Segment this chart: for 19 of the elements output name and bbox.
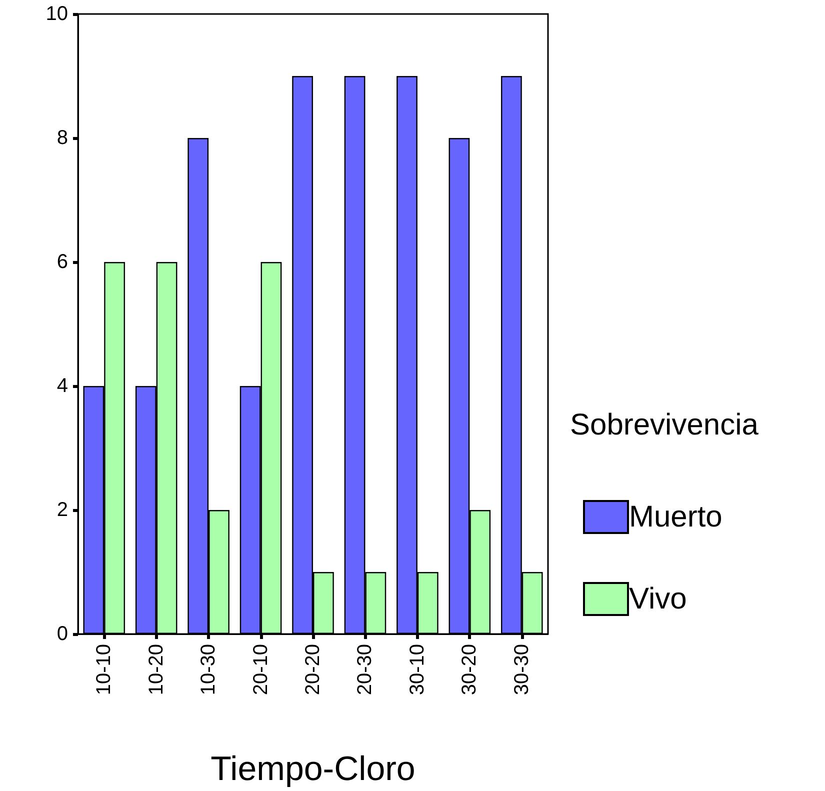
x-tick-label: 30-20 [458, 644, 481, 696]
x-axis-title: Tiempo-Cloro [210, 750, 416, 788]
x-tick-label: 20-10 [250, 644, 272, 696]
legend-label: Vivo [629, 582, 687, 616]
legend-label: Muerto [629, 500, 722, 534]
x-tick-label: 10-10 [93, 644, 116, 696]
x-tick-label: 20-20 [302, 644, 324, 696]
x-tick-label: 30-10 [406, 644, 428, 696]
y-tick-label: 2 [56, 499, 68, 521]
y-tick-label: 4 [56, 375, 68, 397]
x-tick-label: 20-30 [354, 644, 376, 696]
y-tick-label: 8 [56, 127, 68, 149]
x-tick-label: 30-30 [510, 644, 533, 696]
legend-title: Sobrevivencia [570, 408, 759, 442]
y-tick-label: 0 [56, 623, 68, 645]
x-tick-label: 10-30 [198, 644, 220, 696]
x-tick-label: 10-20 [145, 644, 168, 696]
y-tick-label: 10 [46, 3, 68, 25]
y-tick-label: 6 [56, 251, 68, 273]
